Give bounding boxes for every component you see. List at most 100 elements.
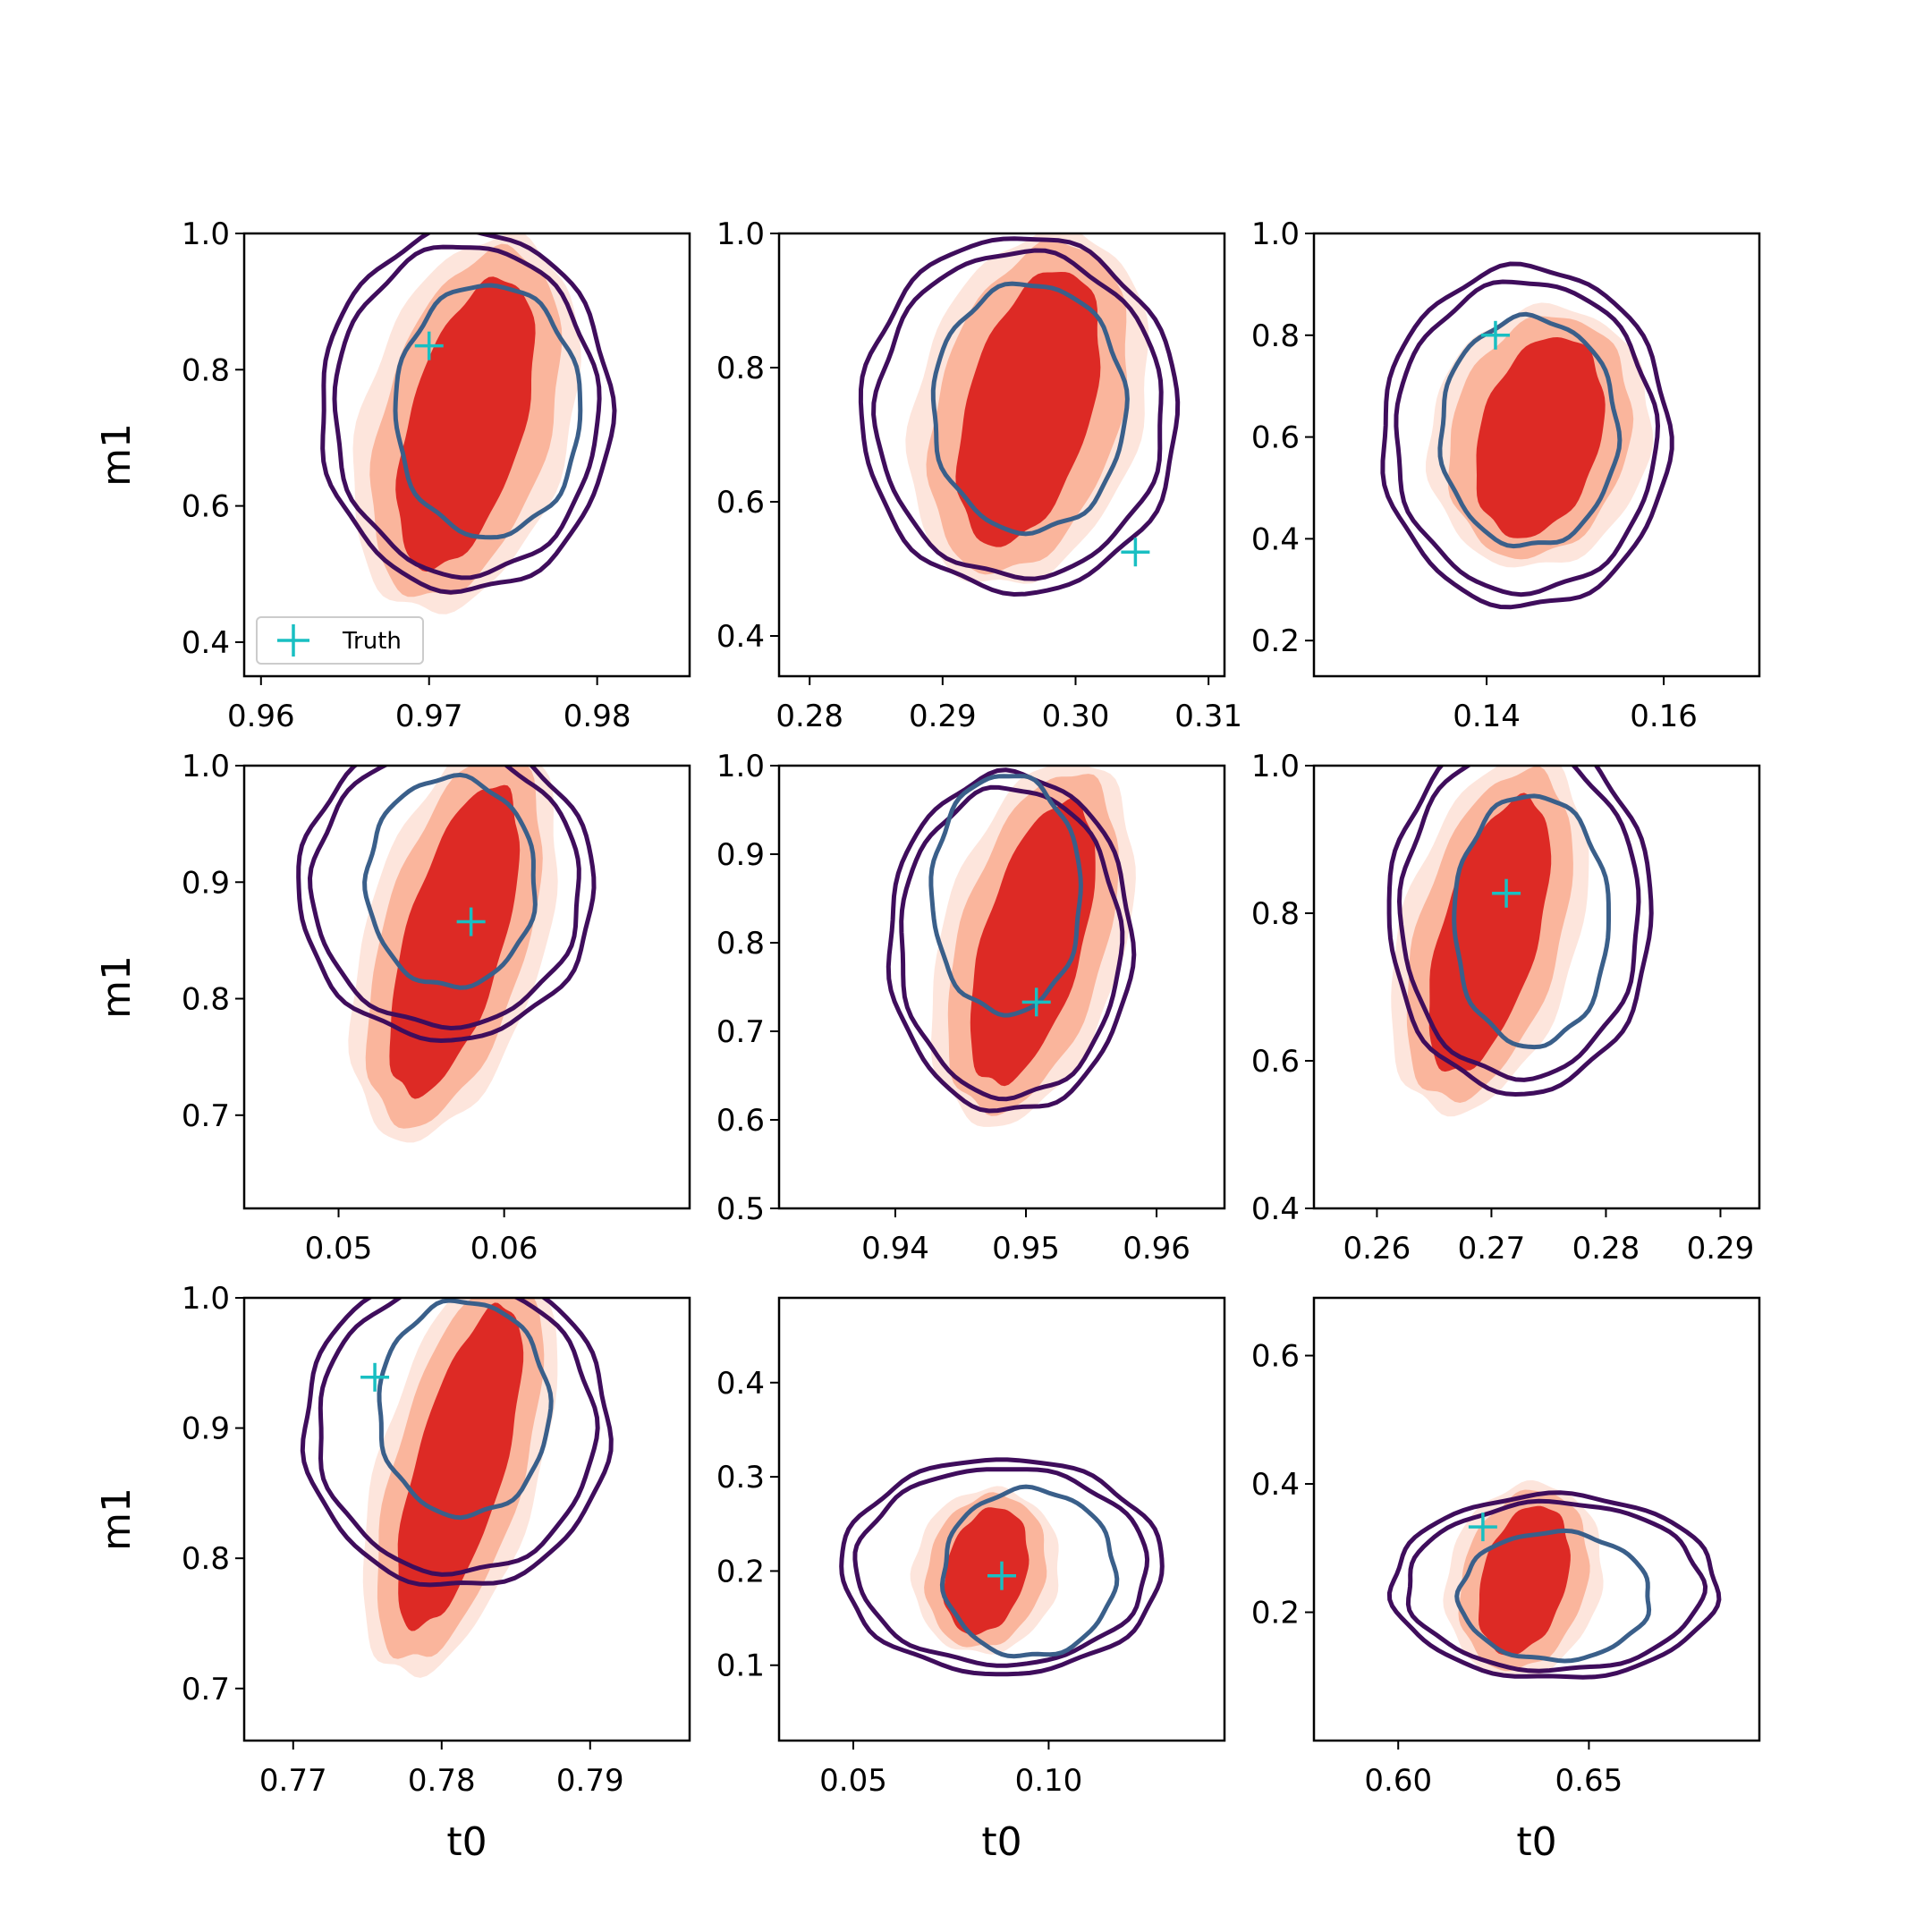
x-tick-label: 0.26 <box>1343 1231 1411 1267</box>
x-tick-label: 0.78 <box>408 1763 476 1799</box>
legend: Truth <box>256 616 424 665</box>
truth-marker <box>414 331 444 360</box>
legend-label: Truth <box>342 628 402 655</box>
truth-marker <box>987 1561 1016 1590</box>
x-tick-label: 0.16 <box>1630 699 1698 734</box>
plot-area <box>296 766 597 1143</box>
y-tick-label: 0.8 <box>716 926 765 962</box>
axes-frame <box>777 232 1226 678</box>
x-tick-label: 0.98 <box>564 699 631 734</box>
x-tick-label: 0.77 <box>259 1763 327 1799</box>
y-tick-label: 0.6 <box>1251 1044 1300 1080</box>
axes-frame <box>242 232 691 678</box>
truth-marker <box>1480 320 1510 350</box>
y-tick-label: 0.9 <box>716 837 765 873</box>
density-region-inner <box>1428 792 1552 1072</box>
y-tick-label: 0.7 <box>182 1672 230 1707</box>
x-tick-label: 0.65 <box>1555 1763 1623 1799</box>
truth-marker <box>1021 987 1051 1017</box>
contour-outer-95 <box>839 1457 1165 1677</box>
y-axis-label: m1 <box>94 955 140 1019</box>
plot-area <box>858 233 1181 597</box>
density-region-inner <box>943 1507 1030 1636</box>
contour-inner <box>1454 1528 1652 1664</box>
contour-outer-95 <box>296 766 597 1044</box>
y-tick-label: 0.8 <box>716 351 765 386</box>
y-tick-label: 0.9 <box>182 865 230 901</box>
contour-inner <box>928 774 1083 1018</box>
contour-inner <box>377 1298 554 1521</box>
y-tick-label: 0.6 <box>1251 420 1300 456</box>
truth-marker <box>360 1362 390 1392</box>
y-axis-label: m1 <box>94 423 140 487</box>
y-tick-label: 0.8 <box>1251 318 1300 354</box>
contour-inner <box>1452 793 1611 1050</box>
contour-outer-95 <box>1380 261 1674 610</box>
y-tick-label: 0.8 <box>182 982 230 1018</box>
contour-outer-68 <box>1405 1498 1708 1674</box>
panel-5: 0.94 0.95 0.96 0.5 0.6 0.7 0.8 0.9 1.0 <box>716 749 1226 1267</box>
density-region-inner <box>1476 337 1606 538</box>
x-tick-label: 0.14 <box>1453 699 1521 734</box>
x-tick-label: 0.05 <box>819 1763 887 1799</box>
truth-marker <box>1468 1513 1497 1542</box>
truth-marker <box>456 907 486 936</box>
y-tick-label: 0.7 <box>182 1098 230 1134</box>
y-tick-label: 0.4 <box>716 1366 765 1402</box>
y-tick-label: 0.2 <box>716 1554 765 1589</box>
panel-2: 0.28 0.29 0.30 0.31 0.4 0.6 0.8 1.0 <box>716 216 1242 734</box>
x-tick-label: 0.94 <box>861 1231 929 1267</box>
x-axis-label: t0 <box>981 1819 1021 1865</box>
x-tick-label: 0.29 <box>1687 1231 1755 1267</box>
panel-1: 0.96 0.97 0.98 0.4 0.6 0.8 1.0 m1 Truth <box>94 216 691 734</box>
x-tick-label: 0.95 <box>992 1231 1060 1267</box>
x-tick-label: 0.96 <box>227 699 295 734</box>
x-tick-label: 0.96 <box>1123 1231 1191 1267</box>
y-tick-label: 0.8 <box>182 1541 230 1577</box>
contour-outer-95 <box>1386 766 1654 1097</box>
contour-outer-68 <box>332 244 602 580</box>
y-tick-label: 0.5 <box>716 1191 765 1227</box>
density-region-inner <box>955 272 1101 547</box>
contour-outer-95 <box>858 236 1181 597</box>
y-tick-label: 0.4 <box>1251 1191 1300 1227</box>
contour-outer-68 <box>871 248 1164 581</box>
x-axis-label: t0 <box>446 1819 487 1865</box>
x-tick-label: 0.29 <box>909 699 977 734</box>
y-tick-label: 1.0 <box>716 216 765 252</box>
axes-frame <box>1312 232 1761 678</box>
panel-6: 0.26 0.27 0.28 0.29 0.4 0.6 0.8 1.0 <box>1251 749 1761 1267</box>
x-tick-label: 0.28 <box>1572 1231 1640 1267</box>
y-tick-label: 0.7 <box>716 1014 765 1050</box>
y-tick-label: 0.4 <box>1251 521 1300 557</box>
contour-inner <box>939 1484 1120 1659</box>
contour-outer-68 <box>307 766 581 1031</box>
axes-frame <box>777 764 1226 1210</box>
contour-inner <box>393 283 583 540</box>
x-tick-label: 0.10 <box>1015 1763 1083 1799</box>
contour-outer-68 <box>899 784 1125 1102</box>
y-tick-label: 0.2 <box>1251 623 1300 659</box>
y-tick-label: 0.6 <box>182 489 230 525</box>
x-tick-label: 0.97 <box>395 699 463 734</box>
plot-area <box>1386 766 1654 1117</box>
plot-area <box>300 1298 614 1678</box>
y-tick-label: 0.2 <box>1251 1596 1300 1631</box>
y-tick-label: 0.4 <box>716 619 765 655</box>
density-region-inner <box>397 1302 524 1631</box>
x-tick-label: 0.06 <box>470 1231 538 1267</box>
contour-inner <box>930 281 1130 537</box>
y-tick-label: 1.0 <box>1251 749 1300 784</box>
x-tick-label: 0.30 <box>1042 699 1110 734</box>
y-tick-label: 0.6 <box>716 1103 765 1139</box>
axes-frame <box>242 1296 691 1742</box>
contour-outer-68 <box>318 1298 600 1577</box>
y-tick-label: 0.4 <box>182 625 230 661</box>
y-tick-label: 1.0 <box>182 216 230 252</box>
x-tick-label: 0.05 <box>305 1231 373 1267</box>
panel-4: 0.05 0.06 0.7 0.8 0.9 1.0 m1 <box>94 749 691 1267</box>
contour-outer-95 <box>300 1298 614 1588</box>
contour-outer-68 <box>1394 279 1661 597</box>
x-tick-label: 0.31 <box>1174 699 1242 734</box>
